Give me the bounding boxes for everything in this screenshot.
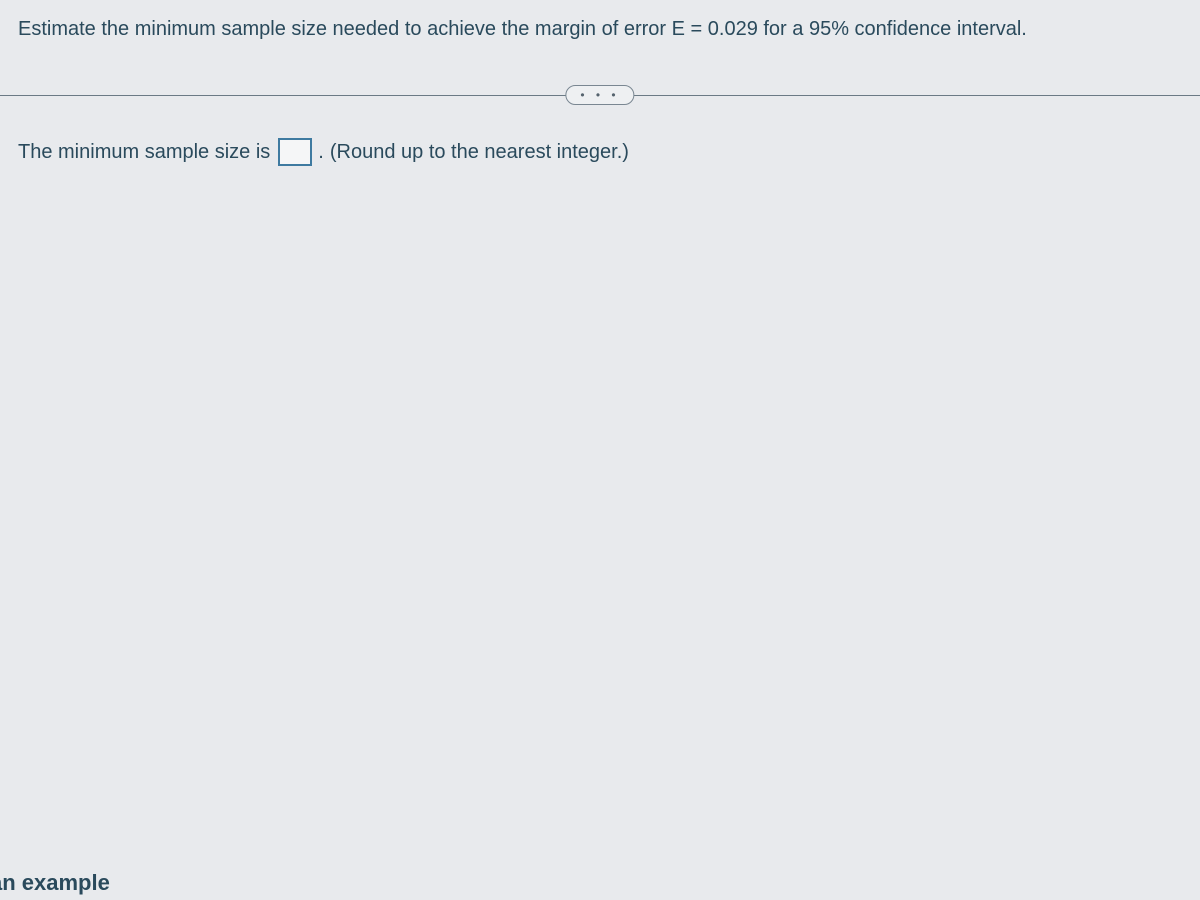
sample-size-input[interactable] xyxy=(278,138,312,166)
example-link-fragment[interactable]: an example xyxy=(0,870,110,896)
answer-hint-text: (Round up to the nearest integer.) xyxy=(330,141,629,164)
answer-period: . xyxy=(318,141,324,164)
question-prompt: Estimate the minimum sample size needed … xyxy=(0,0,1200,64)
answer-prefix-text: The minimum sample size is xyxy=(18,141,270,164)
expand-ellipsis-button[interactable]: • • • xyxy=(565,85,634,105)
section-divider: • • • xyxy=(0,94,1200,96)
answer-sentence: The minimum sample size is . (Round up t… xyxy=(0,138,1200,166)
